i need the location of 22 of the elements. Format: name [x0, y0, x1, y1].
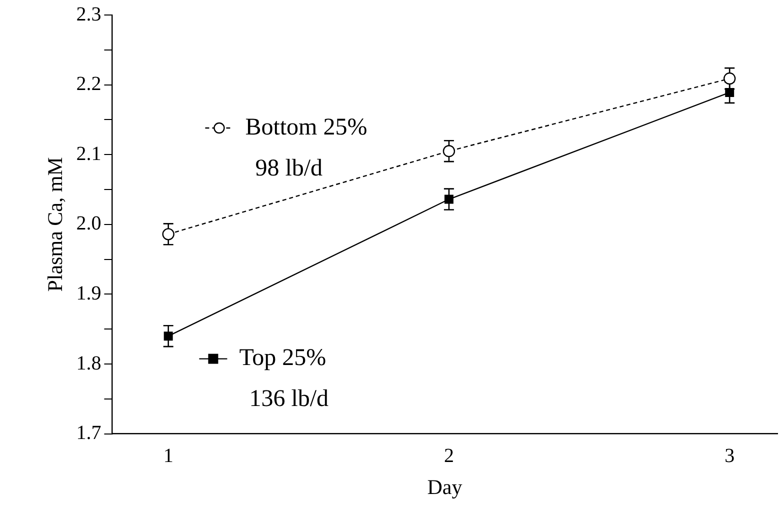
- x-tick-label: 1: [163, 445, 174, 468]
- x-tick-label: 2: [444, 445, 454, 468]
- annotation: 98 lb/d: [255, 155, 323, 182]
- y-tick-label: 1.9: [76, 282, 102, 304]
- point: [442, 145, 456, 158]
- point: [723, 72, 736, 85]
- legend-label: Top 25%: [239, 345, 326, 372]
- point: [725, 88, 734, 97]
- point: [162, 228, 174, 240]
- point: [164, 332, 173, 341]
- y-tick-label: 2.1: [76, 142, 102, 165]
- y-tick-label: 2.2: [76, 73, 102, 96]
- x-tick-label: 3: [724, 445, 735, 468]
- y-tick-label: 1.8: [76, 352, 102, 374]
- y-tick-label: 1.7: [76, 422, 102, 444]
- x-axis-title: Day: [427, 474, 463, 499]
- y-tick-label: 2.3: [76, 3, 102, 26]
- annotation: 136 lb/d: [249, 386, 329, 412]
- y-tick-label: 2.0: [76, 212, 102, 235]
- legend-label: Bottom 25%: [245, 114, 368, 140]
- y-axis-title: Plasma Ca, mM: [43, 156, 68, 292]
- point: [444, 194, 454, 204]
